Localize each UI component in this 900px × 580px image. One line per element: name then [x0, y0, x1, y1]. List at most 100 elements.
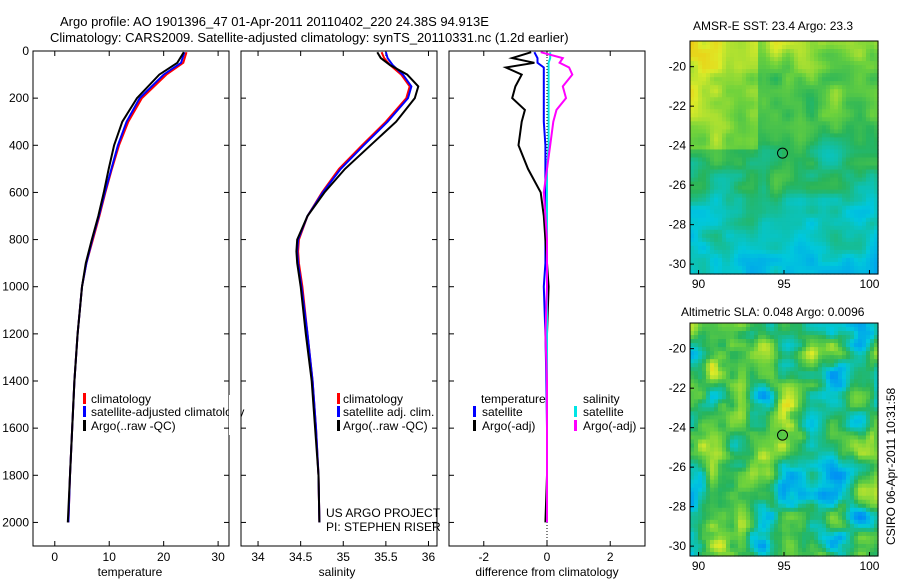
- sst-cell: [854, 181, 859, 187]
- sst-cell: [818, 65, 823, 70]
- sst-cell: [718, 205, 723, 211]
- sst-cell: [738, 93, 743, 98]
- sst-cell: [754, 213, 759, 219]
- sst-cell: [830, 89, 835, 94]
- sst-cell: [714, 169, 719, 175]
- sst-cell: [726, 185, 731, 191]
- sla-cell: [738, 415, 743, 421]
- sst-cell: [750, 165, 755, 171]
- sst-cell: [698, 213, 703, 219]
- sst-cell: [834, 269, 839, 275]
- sst-cell: [862, 169, 867, 175]
- sst-cell: [814, 121, 819, 126]
- sst-cell: [806, 225, 811, 231]
- sst-cell: [870, 245, 875, 251]
- sst-cell: [726, 221, 731, 227]
- sst-cell: [762, 245, 767, 251]
- sst-cell: [794, 113, 799, 118]
- sla-cell: [798, 459, 803, 465]
- sst-cell: [722, 229, 727, 235]
- sst-cell: [842, 189, 847, 195]
- sla-cell: [706, 483, 711, 489]
- sst-cell: [710, 201, 715, 207]
- sst-cell: [746, 209, 751, 215]
- sla-cell: [818, 323, 823, 328]
- sst-cell: [722, 73, 727, 78]
- sst-cell: [782, 109, 787, 114]
- sst-cell: [698, 165, 703, 171]
- sst-cell: [850, 161, 855, 167]
- sst-cell: [798, 109, 803, 114]
- sla-cell: [826, 323, 831, 328]
- sla-cell: [698, 411, 703, 416]
- sla-cell: [726, 423, 731, 429]
- sst-cell: [806, 129, 811, 134]
- sla-cell: [694, 495, 699, 501]
- sla-cell: [806, 367, 811, 372]
- sla-cell: [814, 479, 819, 485]
- sst-cell: [766, 149, 771, 155]
- sst-cell: [758, 93, 763, 98]
- sla-cell: [798, 407, 803, 412]
- sst-cell: [690, 189, 695, 195]
- sst-cell: [738, 65, 743, 70]
- sst-cell: [710, 241, 715, 247]
- sst-cell: [738, 213, 743, 219]
- sla-cell: [754, 351, 759, 356]
- sst-cell: [818, 213, 823, 219]
- sla-cell: [710, 471, 715, 477]
- sst-cell: [726, 181, 731, 187]
- sla-cell: [730, 375, 735, 380]
- sla-cell: [802, 391, 807, 396]
- sst-cell: [726, 117, 731, 122]
- sla-cell: [722, 411, 727, 416]
- sla-cell: [758, 439, 763, 445]
- sla-cell: [874, 427, 879, 433]
- sla-cell: [722, 491, 727, 497]
- sla-cell: [842, 399, 847, 404]
- sst-cell: [754, 249, 759, 255]
- sla-cell: [750, 379, 755, 384]
- sla-cell: [690, 479, 695, 485]
- sst-cell: [710, 45, 715, 50]
- sst-cell: [790, 157, 795, 163]
- sla-cell: [742, 419, 747, 425]
- sst-cell: [758, 217, 763, 223]
- sst-cell: [782, 137, 787, 143]
- sst-cell: [714, 205, 719, 211]
- sst-cell: [858, 109, 863, 114]
- sla-cell: [794, 431, 799, 437]
- sla-cell: [842, 387, 847, 392]
- sst-cell: [846, 201, 851, 207]
- sla-cell: [802, 399, 807, 404]
- sst-cell: [870, 237, 875, 243]
- sla-cell: [758, 495, 763, 501]
- sla-cell: [694, 391, 699, 396]
- sla-cell: [862, 387, 867, 392]
- sla-cell: [806, 383, 811, 388]
- sla-cell: [722, 387, 727, 392]
- sst-cell: [870, 113, 875, 118]
- temp-legend-swatch-clim: [83, 393, 86, 404]
- sst-cell: [778, 233, 783, 239]
- sst-cell: [718, 53, 723, 58]
- sst-cell: [746, 93, 751, 98]
- sst-cell: [722, 213, 727, 219]
- sst-cell: [730, 261, 735, 267]
- sst-cell: [694, 261, 699, 267]
- sst-cell: [742, 149, 747, 155]
- sst-cell: [718, 257, 723, 263]
- sla-cell: [778, 483, 783, 489]
- sla-cell: [754, 439, 759, 445]
- sst-cell: [814, 77, 819, 82]
- sst-cell: [702, 269, 707, 275]
- sla-cell: [822, 379, 827, 384]
- sla-cell: [806, 467, 811, 473]
- sla-cell: [778, 423, 783, 429]
- difference-legend: temperature salinity satellite Argo(-adj…: [473, 392, 636, 433]
- sla-cell: [834, 367, 839, 372]
- sst-cell: [842, 177, 847, 183]
- sla-cell: [730, 367, 735, 372]
- sst-cell: [826, 153, 831, 159]
- sla-cell: [870, 419, 875, 425]
